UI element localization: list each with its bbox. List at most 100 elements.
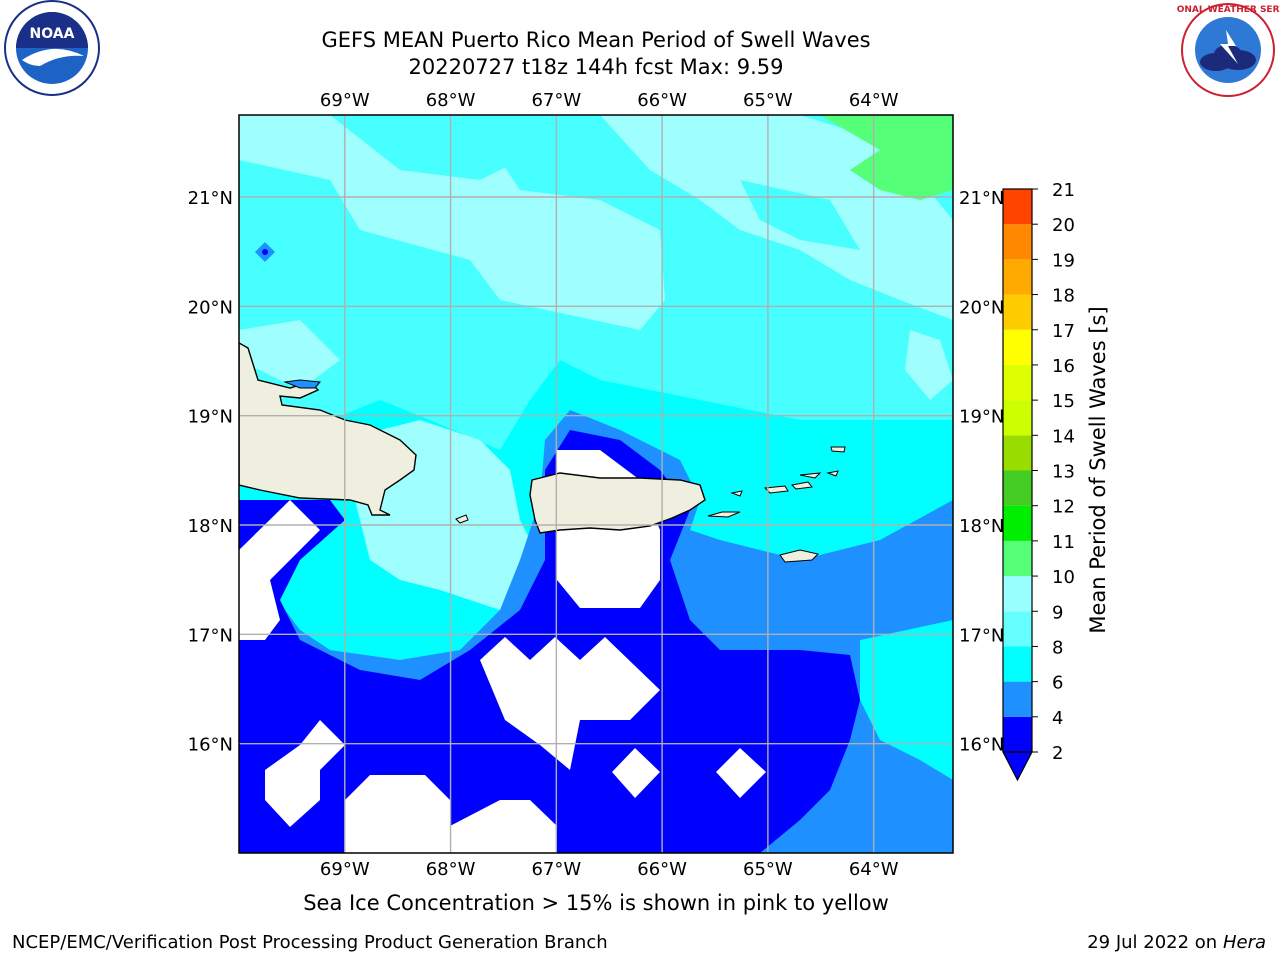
chart-subtitle: 20220727 t18z 144h fcst Max: 9.59 [408, 55, 784, 79]
lon-label-top: 67°W [531, 90, 581, 111]
field-mid-north [330, 115, 540, 180]
colorbar-swatch [1003, 294, 1032, 330]
colorbar-swatch [1003, 540, 1032, 577]
lon-label-bottom: 69°W [320, 859, 370, 880]
swell-period-field [239, 115, 953, 853]
lon-label-bottom: 64°W [849, 859, 899, 880]
lon-label-bottom: 66°W [637, 859, 687, 880]
colorbar-swatch [1003, 435, 1032, 471]
nodata-diamond-2 [716, 748, 766, 798]
colorbar-tick-label: 14 [1052, 426, 1075, 447]
lat-label-right: 17°N [959, 625, 1004, 646]
colorbar-tick-label: 17 [1052, 321, 1075, 342]
lat-label-left: 16°N [188, 735, 233, 756]
lon-labels-top: 69°W 68°W 67°W 66°W 65°W 64°W [320, 90, 899, 111]
colorbar-tick-label: 16 [1052, 356, 1075, 377]
date-stamp: 29 Jul 2022 on Hera [1087, 932, 1266, 953]
colorbar-swatch [1003, 716, 1032, 752]
lon-label-bottom: 68°W [426, 859, 476, 880]
field-cyan-southeast [860, 620, 953, 780]
lon-label-top: 66°W [637, 90, 687, 111]
colorbar: 2 4 6 8 9 10 11 12 13 14 15 16 17 18 19 20 21 [1002, 180, 1075, 782]
colorbar-swatch [1003, 400, 1032, 436]
lat-label-left: 17°N [188, 625, 233, 646]
lake-detail [283, 379, 321, 389]
colorbar-extend-triangle [1002, 751, 1033, 782]
colorbar-tick-label: 12 [1052, 497, 1075, 518]
land-puerto-rico [529, 472, 706, 534]
colorbar-tick-label: 9 [1052, 602, 1063, 623]
nodata-south-edge [345, 775, 557, 853]
sea-ice-note: Sea Ice Concentration > 15% is shown in … [303, 891, 889, 915]
nodata-west [239, 500, 320, 640]
lon-label-top: 65°W [743, 90, 793, 111]
nws-logo-ring-text: NATIONAL WEATHER SERVICE [1176, 5, 1280, 15]
colorbar-swatch [1003, 681, 1032, 717]
field-light-east [905, 330, 953, 400]
lat-label-left: 21°N [188, 188, 233, 209]
colorbar-tick-label: 18 [1052, 286, 1075, 307]
colorbar-swatch [1003, 576, 1032, 612]
colorbar-tick-label: 6 [1052, 673, 1063, 694]
nodata-southwest [265, 720, 345, 827]
nws-logo: NATIONAL WEATHER SERVICE [1176, 3, 1280, 97]
colorbar-tick-label: 13 [1052, 462, 1075, 483]
colorbar-swatch [1003, 470, 1032, 506]
colorbar-tick-label: 10 [1052, 567, 1075, 588]
lat-label-left: 20°N [188, 297, 233, 318]
date-text: 29 Jul 2022 on [1087, 932, 1223, 953]
lon-label-top: 64°W [849, 90, 899, 111]
colorbar-swatch [1003, 611, 1032, 647]
colorbar-tick-label: 21 [1052, 180, 1075, 201]
field-detail-2 [262, 249, 268, 255]
land-mona [455, 514, 469, 524]
lat-label-right: 21°N [959, 188, 1004, 209]
lon-label-bottom: 67°W [531, 859, 581, 880]
colorbar-label: Mean Period of Swell Waves [s] [1086, 306, 1110, 633]
lat-label-left: 19°N [188, 407, 233, 428]
lat-label-right: 19°N [959, 407, 1004, 428]
colorbar-swatch [1003, 646, 1032, 682]
colorbar-tick-label: 20 [1052, 215, 1075, 236]
nodata-south-center [480, 637, 660, 770]
colorbar-tick-label: 19 [1052, 250, 1075, 271]
colorbar-tick-label: 4 [1052, 708, 1063, 729]
colorbar-tick-label: 11 [1052, 532, 1075, 553]
colorbar-swatch [1003, 259, 1032, 295]
lon-label-top: 69°W [320, 90, 370, 111]
map-frame [238, 114, 954, 854]
lat-label-right: 18°N [959, 516, 1004, 537]
field-light-north [239, 115, 665, 330]
land-anegada [830, 446, 846, 453]
colorbar-swatch [1003, 505, 1032, 541]
colorbar-tick-label: 15 [1052, 391, 1075, 412]
land-st-croix [779, 549, 819, 563]
field-green-corner [820, 115, 953, 200]
lat-labels-left: 21°N 20°N 19°N 18°N 17°N 16°N [188, 188, 233, 756]
lon-label-bottom: 65°W [743, 859, 793, 880]
nodata-diamond-1 [612, 748, 660, 798]
credit-text: NCEP/EMC/Verification Post Processing Pr… [12, 932, 608, 953]
map-gridlines [239, 115, 953, 853]
colorbar-swatch [1003, 329, 1032, 365]
chart-title: GEFS MEAN Puerto Rico Mean Period of Swe… [321, 28, 871, 52]
lon-labels-bottom: 69°W 68°W 67°W 66°W 65°W 64°W [320, 859, 899, 880]
colorbar-swatch [1003, 224, 1032, 260]
colorbar-swatch [1003, 189, 1032, 225]
colorbar-swatch [1003, 364, 1032, 401]
land-virgin-gorda [826, 470, 839, 477]
noaa-logo-text: NOAA [30, 26, 75, 42]
lat-label-left: 18°N [188, 516, 233, 537]
land-st-john [790, 481, 813, 490]
land-tortola [799, 472, 822, 479]
lat-label-right: 20°N [959, 297, 1004, 318]
system-name: Hera [1222, 932, 1266, 953]
colorbar-tick-label: 8 [1052, 637, 1063, 658]
land-vieques [707, 511, 741, 518]
field-deepblue-south [239, 430, 860, 853]
noaa-logo: NOAA [4, 0, 100, 96]
lat-labels-right: 21°N 20°N 19°N 18°N 17°N 16°N [959, 188, 1004, 756]
lat-label-right: 16°N [959, 735, 1004, 756]
field-light-west [239, 320, 340, 390]
